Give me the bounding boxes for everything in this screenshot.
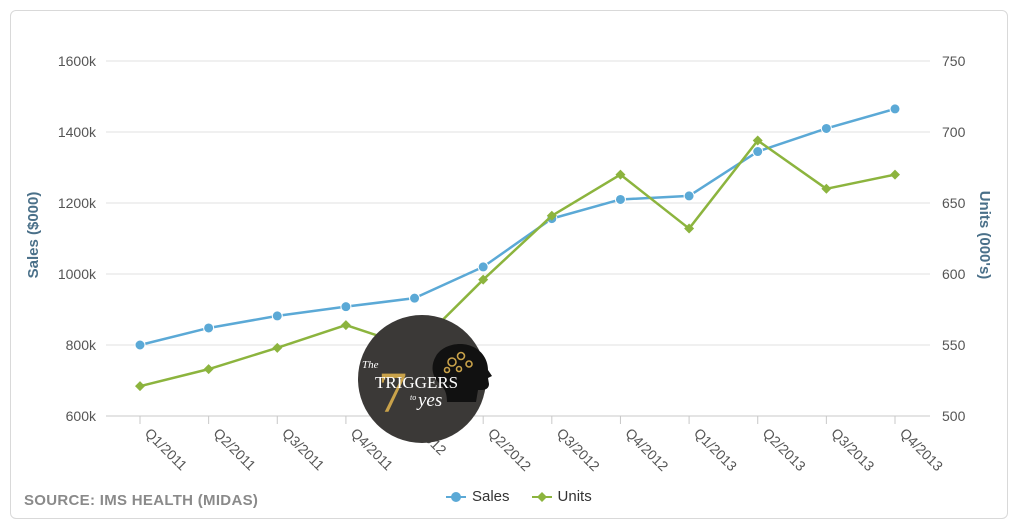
head-silhouette-icon — [432, 344, 492, 402]
data-point-units[interactable] — [272, 342, 283, 353]
data-point-units[interactable] — [752, 135, 763, 146]
y-axis-left-ticks: 600k 800k 1000k 1200k 1400k 1600k — [58, 53, 97, 424]
data-point-units[interactable] — [478, 274, 489, 285]
series-line-sales — [139, 107, 896, 347]
y-left-tick-label: 800k — [66, 337, 97, 353]
data-point-units[interactable] — [890, 169, 900, 180]
x-tick-label: Q4/2012 — [622, 425, 671, 474]
data-point-sales[interactable] — [614, 193, 626, 205]
y-left-tick-label: 1400k — [58, 124, 97, 140]
y-right-tick-label: 700 — [942, 124, 966, 140]
y-left-tick-label: 1600k — [58, 53, 97, 69]
data-point-units[interactable] — [203, 364, 214, 375]
logo-triggers: TRIGGERS — [375, 373, 458, 392]
y-axis-left-title: Sales ($000) — [25, 192, 42, 279]
logo-the: The — [362, 359, 379, 371]
source-note: SOURCE: IMS HEALTH (MIDAS) — [24, 492, 259, 509]
logo-yes: yes — [416, 390, 442, 411]
legend-marker-sales — [446, 491, 466, 502]
y-right-tick-label: 750 — [942, 53, 966, 69]
y-left-tick-label: 1200k — [58, 195, 97, 211]
x-tick-label: Q1/2013 — [691, 425, 740, 474]
grid-lines — [106, 60, 930, 417]
data-point-sales[interactable] — [889, 103, 901, 115]
y-right-tick-label: 600 — [942, 266, 966, 282]
data-point-units[interactable] — [135, 381, 145, 392]
legend-item-sales[interactable]: Sales — [446, 488, 510, 505]
y-left-tick-label: 1000k — [58, 266, 97, 282]
x-tick-label: Q2/2012 — [485, 425, 534, 474]
y-right-tick-label: 500 — [942, 408, 966, 424]
data-point-sales[interactable] — [683, 190, 695, 202]
series-line-units — [139, 139, 896, 388]
legend-label-sales: Sales — [472, 488, 510, 505]
legend-marker-units — [531, 491, 552, 502]
x-tick-label: Q2/2013 — [760, 425, 809, 474]
data-point-sales[interactable] — [134, 339, 146, 351]
gears-icon — [443, 351, 473, 374]
series-layer — [134, 103, 901, 392]
logo-seven: 7 — [378, 360, 407, 425]
x-tick-label: Q3/2011 — [279, 425, 328, 474]
data-point-sales[interactable] — [271, 310, 283, 322]
x-tick-label: Q3/2013 — [828, 425, 877, 474]
logo-to: to — [410, 393, 416, 402]
data-point-sales[interactable] — [477, 261, 489, 273]
y-left-tick-label: 600k — [66, 408, 97, 424]
legend: Sales Units — [446, 488, 592, 505]
y-right-tick-label: 550 — [942, 337, 966, 353]
data-point-sales[interactable] — [409, 292, 421, 304]
x-tick-label: Q2/2011 — [211, 425, 260, 474]
x-tick-label: Q3/2012 — [554, 425, 603, 474]
y-right-tick-label: 650 — [942, 195, 966, 211]
data-point-units[interactable] — [684, 223, 695, 234]
data-point-units[interactable] — [821, 183, 832, 194]
triggers-logo: The 7 TRIGGERS to yes — [358, 315, 492, 443]
legend-item-units[interactable]: Units — [531, 488, 592, 505]
data-point-sales[interactable] — [340, 301, 352, 313]
y-axis-right-title: Units (000's) — [976, 191, 993, 280]
x-axis-ticks: Q1/2011Q2/2011Q3/2011Q4/20112012Q2/2012Q… — [139, 416, 946, 474]
chart-frame — [10, 10, 1008, 519]
series-units — [135, 135, 900, 392]
x-tick-label: Q4/2013 — [897, 425, 946, 474]
x-tick-label: Q1/2011 — [142, 425, 191, 474]
series-sales — [134, 103, 901, 351]
data-point-units[interactable] — [615, 169, 626, 180]
data-point-sales[interactable] — [820, 122, 832, 134]
legend-label-units: Units — [557, 488, 592, 505]
data-point-sales[interactable] — [752, 146, 764, 158]
data-point-units[interactable] — [546, 210, 557, 221]
data-point-sales[interactable] — [203, 322, 215, 334]
y-axis-right-ticks: 500 550 600 650 700 750 — [942, 53, 966, 424]
data-point-units[interactable] — [340, 320, 351, 331]
